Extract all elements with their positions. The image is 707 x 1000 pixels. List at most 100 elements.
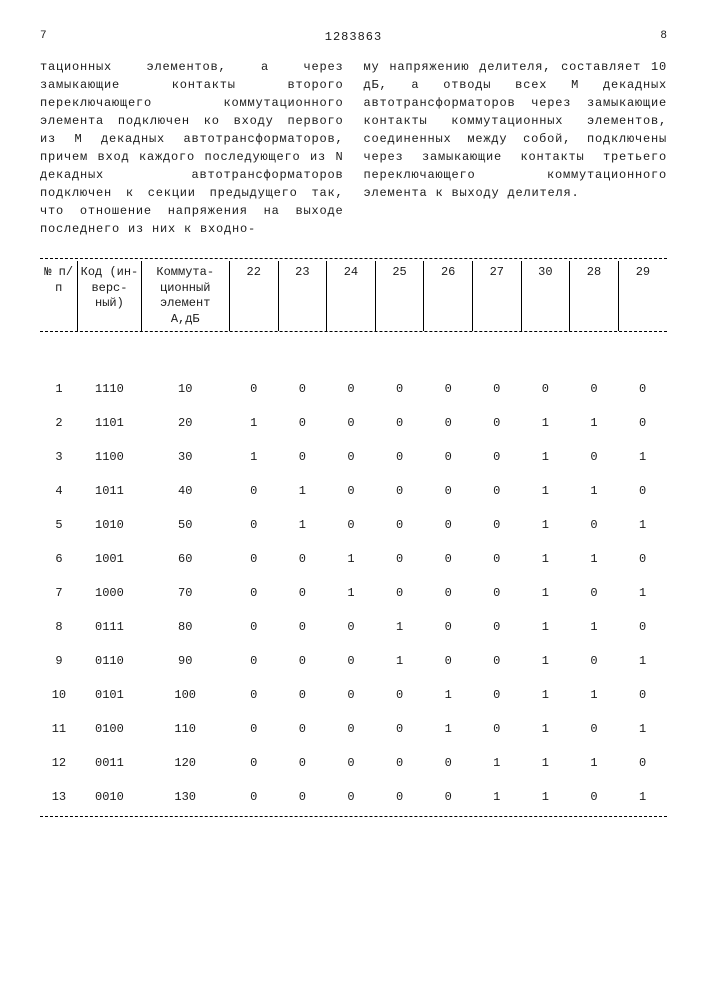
table-cell: 1 [521, 678, 570, 712]
header-code: Код (ин- верс- ный) [78, 261, 141, 331]
table-cell: 60 [141, 542, 229, 576]
table-cell: 1010 [78, 508, 141, 542]
table-cell: 1 [229, 406, 278, 440]
table-cell: 0 [424, 406, 473, 440]
table-cell: 0 [472, 372, 521, 406]
table-cell: 0 [375, 474, 424, 508]
table-cell: 0 [278, 678, 327, 712]
table-cell: 0 [278, 372, 327, 406]
table-cell: 0 [278, 542, 327, 576]
table-cell: 1 [521, 406, 570, 440]
table-cell: 0 [424, 474, 473, 508]
table-cell: 30 [141, 440, 229, 474]
table-cell: 0 [472, 542, 521, 576]
table-cell: 1 [521, 576, 570, 610]
table-cell: 0 [327, 780, 376, 814]
table-cell: 0 [472, 508, 521, 542]
table-cell: 0 [618, 406, 667, 440]
table-header-row: № п/п Код (ин- верс- ный) Коммута- ционн… [40, 261, 667, 331]
table-cell: 1 [618, 576, 667, 610]
table-cell: 9 [40, 644, 78, 678]
table-cell: 1 [521, 780, 570, 814]
table-cell: 1100 [78, 440, 141, 474]
table-cell: 1 [521, 542, 570, 576]
doc-number: 1283863 [325, 30, 382, 44]
page-number-left: 7 [40, 30, 47, 52]
table-cell: 0 [278, 406, 327, 440]
table-cell: 1 [375, 644, 424, 678]
table-cell: 0 [229, 372, 278, 406]
table-cell: 0 [472, 712, 521, 746]
table-cell: 1 [570, 678, 619, 712]
table-cell: 1101 [78, 406, 141, 440]
table-cell: 1 [278, 474, 327, 508]
table-row: 4101140010000110 [40, 474, 667, 508]
table-cell: 0 [375, 508, 424, 542]
table-cell: 0 [424, 610, 473, 644]
table-cell: 1 [521, 610, 570, 644]
table-cell: 0 [618, 474, 667, 508]
table-cell: 2 [40, 406, 78, 440]
table-cell: 0 [278, 576, 327, 610]
table-cell: 0 [278, 712, 327, 746]
table-cell: 0 [375, 440, 424, 474]
table-cell: 90 [141, 644, 229, 678]
table-cell: 0 [472, 644, 521, 678]
table-row: 3110030100000101 [40, 440, 667, 474]
table-cell: 0 [570, 508, 619, 542]
header-col-23: 23 [278, 261, 327, 331]
table-cell: 0 [278, 780, 327, 814]
table-row: 5101050010000101 [40, 508, 667, 542]
header-np: № п/п [40, 261, 78, 331]
table-cell: 110 [141, 712, 229, 746]
table-cell: 1 [424, 678, 473, 712]
table-cell: 1 [472, 746, 521, 780]
table-body: 1111010000000000211012010000011031100301… [40, 331, 667, 814]
table-cell: 1 [570, 610, 619, 644]
table-cell: 1 [521, 746, 570, 780]
table-cell: 0 [327, 474, 376, 508]
table-cell: 0 [424, 440, 473, 474]
right-column-text: му напряжению делителя, составляет 10 дБ… [364, 58, 668, 238]
table-cell: 0 [424, 644, 473, 678]
table-cell: 1 [618, 780, 667, 814]
table-cell: 0 [424, 542, 473, 576]
table-cell: 0111 [78, 610, 141, 644]
table-cell: 0 [229, 474, 278, 508]
header-col-26: 26 [424, 261, 473, 331]
table-cell: 0 [229, 678, 278, 712]
table-cell: 0 [570, 372, 619, 406]
table-cell: 1 [521, 440, 570, 474]
table-cell: 0110 [78, 644, 141, 678]
table-cell: 10 [40, 678, 78, 712]
table-cell: 1 [618, 712, 667, 746]
table-cell: 0 [327, 440, 376, 474]
table-bottom-rule [40, 816, 667, 817]
table-cell: 0 [521, 372, 570, 406]
table-cell: 0 [375, 746, 424, 780]
table-cell: 10 [141, 372, 229, 406]
table-cell: 0 [472, 440, 521, 474]
table-cell: 7 [40, 576, 78, 610]
header-col-27: 27 [472, 261, 521, 331]
table-cell: 8 [40, 610, 78, 644]
table-cell: 0 [327, 644, 376, 678]
table-cell: 0011 [78, 746, 141, 780]
table-cell: 0 [424, 576, 473, 610]
header-col-29: 29 [618, 261, 667, 331]
table-cell: 70 [141, 576, 229, 610]
table-cell: 1 [375, 610, 424, 644]
table-cell: 0 [229, 644, 278, 678]
table-cell: 12 [40, 746, 78, 780]
table-cell: 40 [141, 474, 229, 508]
table-cell: 0 [375, 780, 424, 814]
table-cell: 11 [40, 712, 78, 746]
table-cell: 1 [229, 440, 278, 474]
table-cell: 0 [327, 610, 376, 644]
table-cell: 1000 [78, 576, 141, 610]
table-cell: 130 [141, 780, 229, 814]
table-cell: 0 [570, 712, 619, 746]
table-cell: 0 [618, 542, 667, 576]
table-cell: 0 [375, 678, 424, 712]
table-cell: 0 [472, 678, 521, 712]
